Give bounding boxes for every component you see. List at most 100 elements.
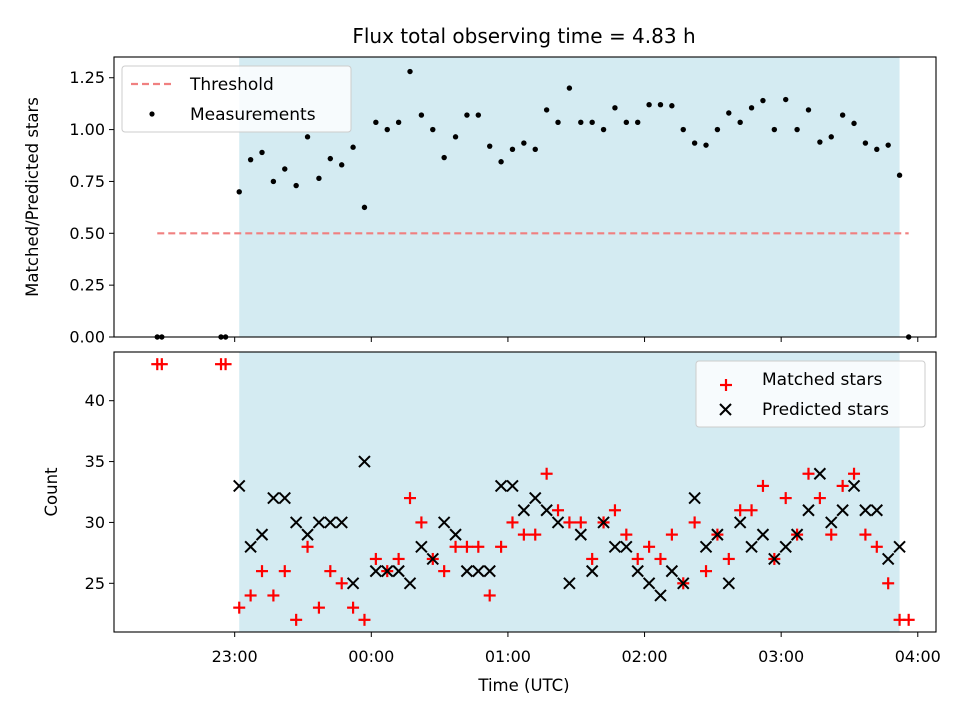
matched-star-point xyxy=(574,516,587,529)
measurement-point xyxy=(259,149,265,156)
predicted-star-point xyxy=(358,455,371,468)
matched-star-point xyxy=(631,552,644,565)
y-tick-label: 0.75 xyxy=(69,172,105,191)
predicted-star-point xyxy=(802,504,815,517)
measurement-point xyxy=(839,112,846,118)
measurement-point xyxy=(509,146,516,152)
matched-star-point xyxy=(472,540,485,553)
y-tick-label: 30 xyxy=(85,513,105,532)
predicted-star-point xyxy=(699,540,713,553)
matched-star-point xyxy=(312,601,325,614)
predicted-star-point xyxy=(517,504,531,517)
predicted-star-point xyxy=(665,564,679,578)
matched-star-point xyxy=(438,565,451,578)
bottom-y-axis-label: Count xyxy=(42,467,61,517)
measurement-point xyxy=(373,119,379,126)
y-tick-label: 25 xyxy=(85,574,105,593)
matched-star-point xyxy=(335,577,348,590)
measurement-point xyxy=(555,119,561,126)
predicted-star-point xyxy=(346,577,360,590)
matched-star-point xyxy=(483,589,496,602)
measurement-point xyxy=(384,126,390,133)
predicted-star-point xyxy=(415,540,428,553)
predicted-star-point xyxy=(688,491,701,505)
measurement-point xyxy=(646,102,652,108)
matched-star-point xyxy=(324,565,337,578)
measurement-point xyxy=(862,140,869,146)
y-tick-label: 0.50 xyxy=(69,224,105,243)
matched-star-point xyxy=(404,492,417,505)
matched-star-point xyxy=(902,613,915,626)
measurement-point xyxy=(487,143,493,149)
matched-star-point xyxy=(882,577,895,590)
top-legend-box xyxy=(121,65,352,133)
measurement-point xyxy=(475,112,482,118)
x-tick-label: 02:00 xyxy=(621,647,667,666)
measurement-point xyxy=(600,126,607,133)
predicted-star-point xyxy=(722,577,735,590)
y-tick-label: 1.00 xyxy=(69,120,105,139)
predicted-star-point xyxy=(289,516,303,529)
top-panel: 0.00 0.25 0.50 0.75 1.00 1.25 Matched/Predict… xyxy=(23,56,937,347)
matched-star-point xyxy=(460,540,473,553)
predicted-star-point xyxy=(790,528,804,541)
measurement-point xyxy=(691,140,698,146)
top-legend: Threshold Measurements xyxy=(121,65,352,133)
predicted-star-point xyxy=(369,564,383,578)
matched-star-point xyxy=(155,358,168,371)
matched-star-point xyxy=(517,528,530,541)
predicted-star-point xyxy=(278,491,291,505)
y-tick-label: 0.00 xyxy=(69,328,105,347)
predicted-star-point xyxy=(881,552,895,566)
measurement-point xyxy=(430,126,436,133)
legend-matched-label: Matched stars xyxy=(762,370,882,390)
measurement-point xyxy=(851,120,857,127)
x-tick-label: 00:00 xyxy=(348,647,394,666)
predicted-star-point xyxy=(540,504,553,517)
measurement-point xyxy=(669,103,675,109)
matched-star-point xyxy=(347,601,360,614)
top-y-axis-label: Matched/Predicted stars xyxy=(23,97,42,297)
predicted-star-point xyxy=(437,516,451,529)
measurement-point xyxy=(680,126,686,133)
measurement-point xyxy=(532,146,538,152)
measurement-point xyxy=(521,140,527,146)
predicted-star-point xyxy=(449,528,462,541)
measurement-point xyxy=(726,110,732,116)
measurement-point xyxy=(339,162,345,168)
predicted-star-point xyxy=(893,540,906,553)
measurement-point xyxy=(498,159,504,165)
measurement-point xyxy=(270,178,277,185)
predicted-star-point xyxy=(529,491,542,505)
legend-threshold-label: Threshold xyxy=(189,75,274,95)
matched-star-point xyxy=(825,528,838,541)
predicted-star-point xyxy=(551,516,565,529)
measurement-point xyxy=(828,134,834,140)
matched-star-point xyxy=(586,552,599,565)
predicted-star-point xyxy=(608,540,622,553)
predicted-star-point xyxy=(836,504,849,517)
matched-star-point xyxy=(813,492,826,505)
matched-star-point xyxy=(665,528,678,541)
matched-star-point xyxy=(506,516,519,529)
x-tick-label: 04:00 xyxy=(895,647,941,666)
predicted-star-point xyxy=(574,528,587,541)
measurement-point xyxy=(350,144,356,150)
matched-star-point xyxy=(722,552,735,565)
predicted-star-point xyxy=(244,540,257,553)
measurement-point xyxy=(395,119,402,126)
predicted-star-point xyxy=(426,552,439,566)
legend-measurements-label: Measurements xyxy=(190,105,316,125)
predicted-star-point xyxy=(654,589,667,602)
matched-star-point xyxy=(415,516,428,529)
matched-star-point xyxy=(756,479,769,492)
measurement-point xyxy=(885,142,891,148)
matched-star-point xyxy=(278,565,291,578)
matched-star-point xyxy=(552,504,565,517)
legend-measurements-swatch xyxy=(149,111,155,117)
matched-star-point xyxy=(244,589,257,602)
predicted-star-point xyxy=(620,540,633,553)
matched-star-point xyxy=(700,565,713,578)
